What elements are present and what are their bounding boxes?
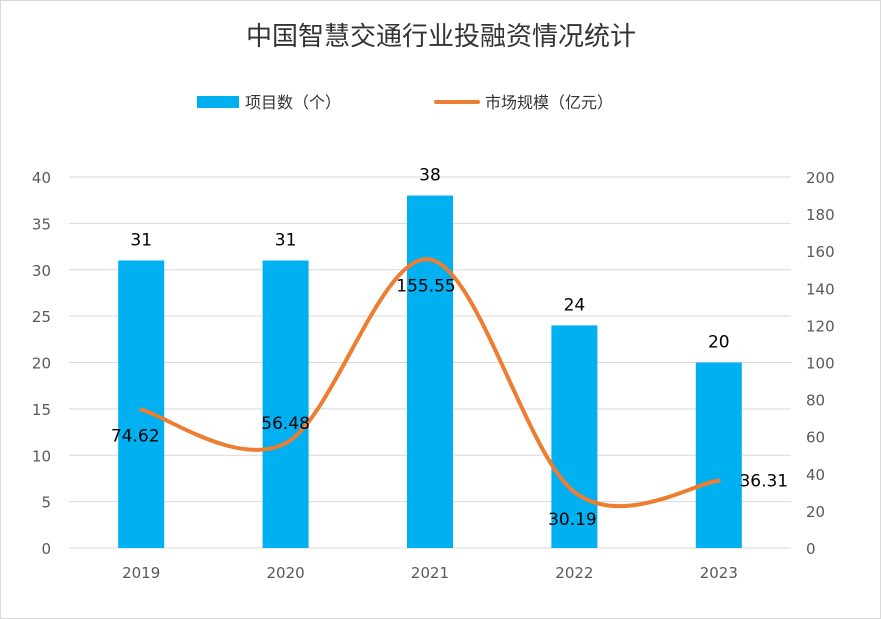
y-left-tick-label: 0 [41,540,51,558]
bar-2019 [118,260,165,548]
y-left-tick-label: 40 [32,169,51,187]
y-right-tick-label: 60 [806,429,825,447]
y-right-tick-label: 120 [806,317,835,335]
bar-data-label: 31 [275,230,297,250]
y-right-tick-label: 100 [806,355,835,373]
line-data-label: 36.31 [739,472,788,492]
bar-data-label: 38 [419,166,441,186]
y-left-tick-label: 25 [32,308,51,326]
x-tick-label: 2022 [555,564,593,582]
bar-data-label: 31 [130,230,152,250]
x-tick-label: 2020 [267,564,305,582]
bar-data-label: 20 [708,333,730,353]
y-left-tick-label: 15 [32,401,51,419]
bar-2021 [407,195,453,549]
line-series-market-size [139,257,721,509]
line-data-label: 74.62 [111,427,160,447]
chart-title: 中国智慧交通行业投融资情况统计 [246,22,636,52]
x-tick-label: 2019 [122,564,160,582]
line-data-label: 56.48 [261,414,310,434]
legend-label-line: 市场规模（亿元） [485,93,613,112]
legend-label-bar: 项目数（个） [245,93,341,112]
bar-2023 [695,362,742,548]
y-left-tick-label: 35 [32,215,51,233]
y-right-tick-label: 140 [806,280,835,298]
y-right-tick-label: 20 [806,503,825,521]
y-left-tick-label: 20 [32,355,51,373]
y-left-tick-label: 5 [41,494,51,512]
y-right-tick-label: 0 [806,540,816,558]
y-right-tick-label: 40 [806,466,825,484]
x-tick-label: 2021 [411,564,449,582]
line-data-label: 30.19 [548,510,597,530]
y-right-tick-label: 160 [806,243,835,261]
y-left-tick-label: 10 [32,447,51,465]
bar-2022 [551,325,598,548]
bar-data-label: 24 [564,295,586,315]
y-right-tick-label: 180 [806,206,835,224]
legend-swatch-bar [197,96,239,108]
x-tick-label: 2023 [700,564,738,582]
y-right-tick-label: 80 [806,392,825,410]
line-data-label: 155.55 [396,276,455,296]
y-left-tick-label: 30 [32,262,51,280]
y-right-tick-label: 200 [806,169,835,187]
bar-2020 [262,260,309,548]
